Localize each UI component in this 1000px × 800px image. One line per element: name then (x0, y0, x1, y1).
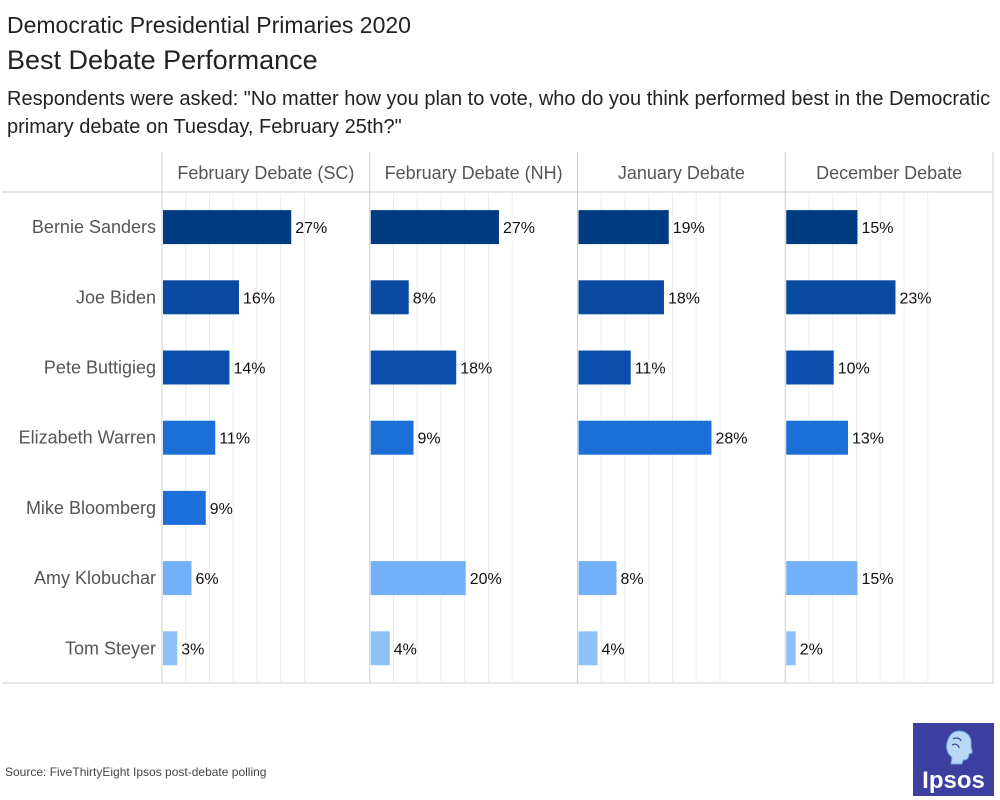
data-label: 15% (861, 571, 893, 588)
category-label-bernie-sanders: Bernie Sanders (32, 217, 156, 237)
bar-chart: February Debate (SC) 27% 16% 14% 11% 9% 6% 3% Fe… (2, 152, 994, 684)
panel-header-january-debate: January Debate (618, 163, 745, 183)
bar-january-debate-bernie-sanders (578, 210, 669, 245)
bar-february-debate-sc-mike-bloomberg (163, 490, 206, 525)
data-label: 11% (635, 361, 666, 378)
data-label: 6% (195, 571, 218, 588)
bar-february-debate-nh-pete-buttigieg (370, 350, 457, 385)
category-label-tom-steyer: Tom Steyer (65, 638, 156, 658)
data-label: 3% (181, 641, 204, 658)
bar-february-debate-nh-joe-biden (370, 280, 409, 315)
bar-february-debate-sc-joe-biden (163, 280, 239, 315)
category-label-joe-biden: Joe Biden (76, 287, 156, 307)
panel-header-december-debate: December Debate (816, 163, 962, 183)
data-label: 9% (417, 431, 440, 448)
bar-december-debate-elizabeth-warren (786, 420, 848, 455)
data-label: 2% (800, 641, 823, 658)
data-label: 20% (470, 571, 502, 588)
bar-february-debate-sc-tom-steyer (163, 631, 178, 666)
data-label: 4% (394, 641, 417, 658)
data-label: 15% (861, 220, 893, 237)
bar-december-debate-joe-biden (786, 280, 896, 315)
bar-december-debate-tom-steyer (786, 631, 796, 666)
profile-head-icon (946, 730, 973, 765)
category-label-elizabeth-warren: Elizabeth Warren (19, 428, 156, 448)
bar-january-debate-tom-steyer (578, 631, 598, 666)
data-label: 18% (460, 361, 492, 378)
bar-february-debate-nh-bernie-sanders (370, 210, 499, 245)
data-label: 27% (503, 220, 535, 237)
bar-february-debate-sc-elizabeth-warren (163, 420, 216, 455)
data-label: 28% (715, 431, 747, 448)
bar-december-debate-amy-klobuchar (786, 561, 858, 596)
data-label: 13% (852, 431, 884, 448)
data-label: 9% (210, 501, 233, 518)
data-label: 8% (620, 571, 643, 588)
bar-december-debate-pete-buttigieg (786, 350, 834, 385)
data-label: 11% (219, 431, 250, 448)
data-label: 18% (668, 290, 700, 307)
survey-question: Respondents were asked: "No matter how y… (7, 88, 991, 138)
bar-january-debate-pete-buttigieg (578, 350, 631, 385)
bar-february-debate-sc-bernie-sanders (163, 210, 292, 245)
bar-february-debate-nh-amy-klobuchar (370, 561, 466, 596)
data-label: 27% (295, 220, 327, 237)
bar-january-debate-elizabeth-warren (578, 420, 712, 455)
data-label: 19% (673, 220, 705, 237)
data-label: 23% (899, 290, 931, 307)
data-label: 14% (233, 361, 265, 378)
data-label: 10% (838, 361, 870, 378)
ipsos-logo: Ipsos (913, 723, 994, 796)
data-label: 8% (413, 290, 436, 307)
bar-february-debate-nh-elizabeth-warren (370, 420, 414, 455)
category-label-mike-bloomberg: Mike Bloomberg (26, 498, 156, 518)
category-label-amy-klobuchar: Amy Klobuchar (34, 568, 156, 588)
source-note: Source: FiveThirtyEight Ipsos post-debat… (5, 765, 267, 779)
bar-february-debate-nh-tom-steyer (370, 631, 390, 666)
bar-january-debate-joe-biden (578, 280, 664, 315)
panel-header-february-debate-sc: February Debate (SC) (177, 163, 354, 183)
data-label: 16% (243, 290, 275, 307)
panel-header-february-debate-nh: February Debate (NH) (385, 163, 563, 183)
bar-february-debate-sc-pete-buttigieg (163, 350, 230, 385)
bar-february-debate-sc-amy-klobuchar (163, 561, 192, 596)
chart-title: Democratic Presidential Primaries 2020 (7, 12, 411, 38)
data-label: 4% (601, 641, 624, 658)
chart-subtitle: Best Debate Performance (7, 45, 318, 75)
bar-december-debate-bernie-sanders (786, 210, 858, 245)
category-label-pete-buttigieg: Pete Buttigieg (44, 358, 156, 378)
bar-january-debate-amy-klobuchar (578, 561, 617, 596)
